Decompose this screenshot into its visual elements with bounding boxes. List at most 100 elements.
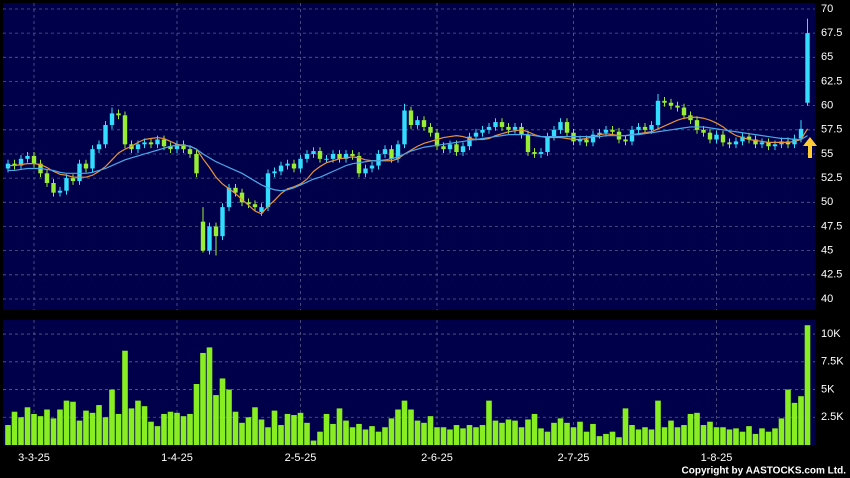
candle-body bbox=[382, 149, 388, 154]
volume-bar bbox=[765, 431, 772, 445]
volume-bar bbox=[577, 421, 583, 445]
y-tick-label: 52.5 bbox=[821, 172, 842, 184]
candle-body bbox=[278, 165, 284, 172]
candle-body bbox=[564, 122, 570, 133]
volume-bar bbox=[557, 418, 564, 445]
volume-bar bbox=[148, 421, 154, 445]
candle-body bbox=[311, 151, 316, 154]
x-tick-label: 2-6-25 bbox=[421, 452, 453, 464]
volume-bar bbox=[772, 428, 778, 445]
candle-body bbox=[532, 152, 537, 154]
candle-body bbox=[467, 136, 472, 147]
candle-body bbox=[473, 132, 479, 137]
volume-bar bbox=[252, 407, 258, 445]
candle-body bbox=[291, 163, 297, 169]
candle-body bbox=[31, 155, 37, 164]
volume-bar bbox=[687, 413, 694, 445]
volume-bar bbox=[369, 426, 375, 445]
volume-bar bbox=[135, 400, 141, 445]
candle-body bbox=[70, 178, 76, 182]
volume-bar bbox=[245, 417, 252, 445]
candle-body bbox=[740, 136, 745, 142]
candle-body bbox=[681, 107, 687, 116]
candle-body bbox=[259, 207, 264, 212]
volume-bar bbox=[50, 418, 57, 445]
candle-body bbox=[402, 110, 407, 145]
x-tick-label: 3-3-25 bbox=[18, 452, 50, 464]
volume-bar bbox=[759, 428, 765, 445]
candle-body bbox=[356, 155, 362, 174]
y-tick-label: 5K bbox=[821, 383, 835, 395]
candle-body bbox=[369, 165, 375, 169]
volume-bar bbox=[232, 411, 239, 445]
candle-body bbox=[226, 187, 232, 208]
x-tick-label: 1-8-25 bbox=[701, 452, 733, 464]
volume-bar bbox=[408, 409, 414, 445]
volume-bar bbox=[193, 383, 200, 445]
candle-body bbox=[77, 163, 82, 182]
volume-bar bbox=[590, 423, 596, 445]
y-tick-label: 55 bbox=[821, 148, 833, 160]
volume-bar bbox=[336, 408, 343, 445]
y-tick-label: 60 bbox=[821, 100, 833, 112]
candle-body bbox=[597, 132, 602, 135]
volume-bar bbox=[37, 416, 44, 445]
volume-bar bbox=[174, 412, 180, 445]
candle-body bbox=[122, 115, 128, 145]
candle-body bbox=[376, 153, 381, 166]
candle-body bbox=[662, 100, 667, 103]
candle-body bbox=[584, 139, 589, 143]
volume-bar bbox=[395, 409, 401, 445]
candle-body bbox=[12, 163, 17, 166]
candle-body bbox=[168, 146, 173, 150]
y-tick-label: 42.5 bbox=[821, 269, 842, 281]
candle-body bbox=[636, 126, 641, 130]
volume-bar bbox=[63, 400, 70, 445]
volume-bar bbox=[304, 422, 310, 445]
volume-bar bbox=[512, 420, 518, 445]
plot-layer: 40 42.5 45 47.5 50 52.5 55 57.5 60 62.5 65 67.5 70 2.… bbox=[3, 3, 844, 464]
volume-bar bbox=[278, 425, 284, 445]
candle-body bbox=[766, 142, 771, 147]
candle-body bbox=[460, 146, 466, 153]
y-tick-label: 67.5 bbox=[821, 27, 842, 39]
candle-body bbox=[187, 149, 193, 154]
candle-body bbox=[512, 126, 518, 130]
candle-body bbox=[408, 110, 414, 125]
volume-bar bbox=[551, 422, 557, 445]
volume-bar bbox=[70, 401, 76, 445]
candle-body bbox=[525, 134, 531, 153]
volume-bar bbox=[343, 420, 349, 445]
volume-bar bbox=[226, 389, 232, 445]
volume-bar bbox=[700, 425, 707, 445]
volume-bar bbox=[44, 409, 50, 445]
volume-bar bbox=[427, 416, 434, 445]
volume-bar bbox=[733, 428, 739, 445]
volume-bar bbox=[525, 419, 531, 445]
price-panel bbox=[3, 3, 815, 310]
candle-body bbox=[493, 122, 498, 127]
volume-bar bbox=[141, 406, 148, 445]
volume-bar bbox=[499, 422, 505, 445]
volume-bar bbox=[635, 429, 642, 445]
candle-body bbox=[220, 207, 225, 237]
volume-bar bbox=[466, 425, 473, 445]
candle-body bbox=[83, 163, 89, 169]
candle-body bbox=[753, 139, 758, 145]
candle-body bbox=[90, 149, 95, 169]
candle-body bbox=[714, 134, 719, 140]
volume-bar bbox=[206, 347, 213, 445]
volume-bar bbox=[791, 402, 798, 445]
volume-bar bbox=[102, 417, 109, 445]
y-tick-label: 70 bbox=[821, 3, 833, 15]
volume-bar bbox=[180, 416, 187, 445]
volume-bar bbox=[323, 413, 330, 445]
candle-body bbox=[499, 122, 505, 127]
volume-bar bbox=[603, 433, 609, 445]
volume-bar bbox=[421, 422, 427, 445]
volume-bar bbox=[213, 395, 219, 445]
volume-bar bbox=[453, 425, 460, 445]
volume-bar bbox=[804, 325, 811, 445]
volume-bar bbox=[161, 413, 167, 445]
